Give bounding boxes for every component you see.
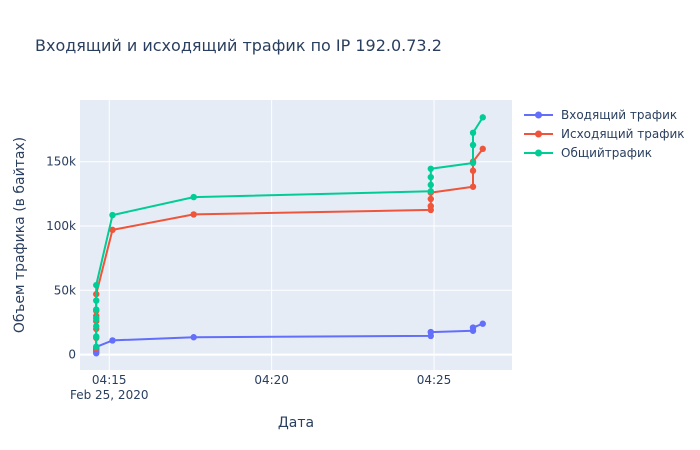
data-point[interactable] [109, 211, 116, 219]
grid-lines [80, 100, 512, 370]
data-point[interactable] [109, 337, 116, 344]
data-point[interactable] [427, 328, 434, 336]
data-point[interactable] [93, 323, 100, 330]
data-point[interactable] [469, 324, 477, 331]
y-tick-label: 50k [54, 283, 76, 297]
data-point[interactable] [427, 165, 434, 172]
data-point[interactable] [469, 141, 477, 149]
series-group[interactable] [93, 114, 486, 351]
data-point[interactable] [190, 211, 197, 218]
data-point[interactable] [93, 333, 100, 340]
y-tick-label: 100k [46, 219, 76, 233]
series-layer[interactable] [93, 114, 486, 357]
legend-label: Исходящий трафик [561, 127, 685, 141]
data-point[interactable] [93, 281, 100, 289]
data-point[interactable] [93, 343, 100, 351]
data-point[interactable] [93, 306, 100, 313]
legend-item[interactable]: Исходящий трафик [524, 127, 685, 141]
y-axis-title: Объем трафика (в байтах) [12, 137, 28, 333]
legend-label: Общийтрафик [561, 146, 652, 160]
legend-marker [535, 111, 542, 119]
legend[interactable]: Входящий трафик Исходящий трафик Общийтраф… [524, 108, 685, 160]
plot-background [80, 100, 512, 370]
data-point[interactable] [469, 159, 477, 167]
x-tick-label: 04:20 [254, 373, 289, 387]
data-point[interactable] [469, 129, 477, 136]
data-point[interactable] [427, 181, 434, 189]
data-point[interactable] [479, 145, 486, 153]
x-tick-label: 04:15 [92, 373, 127, 387]
data-point[interactable] [190, 334, 197, 341]
legend-label: Входящий трафик [561, 108, 677, 122]
data-point[interactable] [427, 195, 434, 203]
legend-item[interactable]: Общийтрафик [524, 146, 652, 160]
legend-marker [535, 149, 542, 157]
data-point[interactable] [427, 188, 434, 195]
data-point[interactable] [469, 167, 477, 174]
data-point[interactable] [427, 173, 434, 181]
x-tick-label: 04:25 [417, 373, 452, 387]
data-point[interactable] [427, 202, 434, 210]
data-point[interactable] [190, 193, 197, 201]
data-point[interactable] [469, 183, 477, 190]
data-point[interactable] [93, 297, 100, 304]
x-tick-sublabel: Feb 25, 2020 [70, 388, 149, 402]
x-axis-title: Дата [278, 415, 314, 431]
y-tick-label: 150k [46, 155, 76, 169]
legend-marker [535, 130, 542, 138]
data-point[interactable] [109, 226, 116, 234]
chart-title: Входящий и исходящий трафик по IP 192.0.… [35, 36, 442, 55]
data-point[interactable] [479, 114, 486, 121]
data-point[interactable] [479, 320, 486, 327]
data-point[interactable] [93, 315, 100, 322]
legend-item[interactable]: Входящий трафик [524, 108, 677, 122]
y-tick-label: 0 [68, 348, 76, 362]
